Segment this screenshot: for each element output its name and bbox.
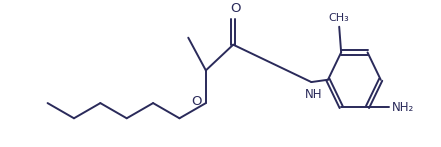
Text: CH₃: CH₃ xyxy=(329,13,350,23)
Text: NH: NH xyxy=(305,88,322,101)
Text: O: O xyxy=(191,95,202,108)
Text: O: O xyxy=(230,2,240,15)
Text: NH₂: NH₂ xyxy=(392,101,414,113)
